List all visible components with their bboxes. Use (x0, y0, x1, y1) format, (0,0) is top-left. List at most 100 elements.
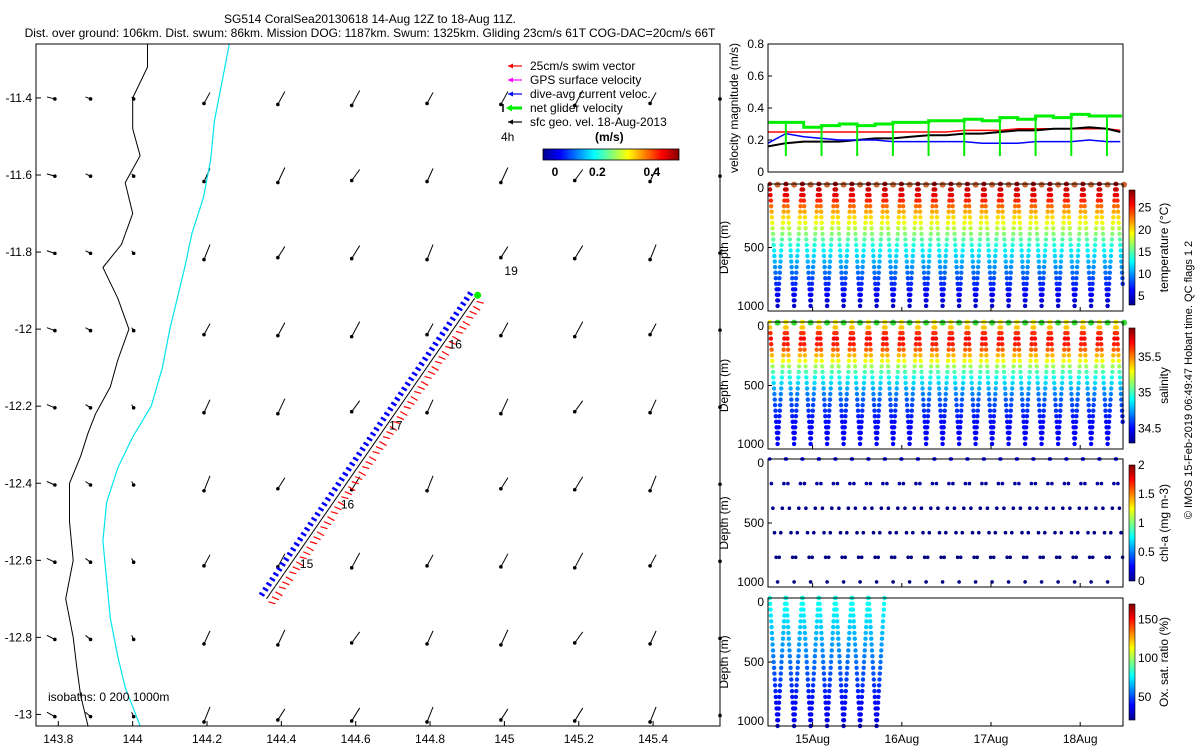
chla-dive-points (768, 457, 1125, 584)
chla-sample (777, 555, 781, 560)
temperature-sample (1066, 204, 1071, 209)
salinity-sample (837, 375, 842, 380)
oxygen-sample (847, 630, 852, 636)
salinity-sample (966, 336, 972, 341)
temperature-sample (1118, 242, 1123, 248)
temperature-sample (1025, 264, 1030, 270)
temperature-sample (1111, 204, 1117, 209)
salinity-sample (921, 402, 926, 408)
salinity-sample (953, 380, 958, 386)
oxygen-sample (784, 601, 789, 606)
salinity-sample (770, 364, 775, 369)
salinity-sample (950, 347, 956, 352)
temperature-sample (845, 248, 850, 253)
legend-swim-label: 25cm/s swim vector (530, 59, 635, 73)
geo-vector-head (53, 714, 57, 719)
temperature-sample (1004, 270, 1009, 275)
salinity-sample (1067, 364, 1072, 369)
temperature-sample (798, 209, 803, 214)
salinity-sample (1065, 336, 1071, 341)
oxygen-sample (856, 694, 861, 700)
salinity-sample (991, 414, 997, 419)
temperature-sample (868, 215, 874, 220)
map-legend: 25cm/s swim vector GPS surface velocity … (501, 59, 680, 179)
salinity-sample (867, 330, 872, 336)
temperature-sample (1011, 220, 1017, 225)
temperature-sample (1098, 187, 1103, 192)
geo-vector-head (202, 564, 206, 568)
temperature-sample (977, 248, 982, 253)
chla-colorbar-tick-label: 1.5 (1138, 487, 1155, 501)
temperature-sample (999, 192, 1004, 198)
salinity-sample (930, 342, 935, 347)
temperature-sample (768, 198, 774, 203)
temperature-sample (859, 287, 864, 292)
oxygen-sample (818, 624, 824, 630)
oxygen-sample (839, 694, 844, 700)
temperature-sample (1115, 198, 1120, 203)
temperature-sample (1103, 276, 1109, 281)
temperature-sample (875, 292, 880, 297)
salinity-sample (888, 402, 893, 408)
salinity-sample (887, 386, 892, 391)
dac-vector (463, 296, 470, 302)
salinity-sample (934, 353, 940, 358)
salinity-sample (876, 402, 882, 408)
velocity-y-tick-label: 0.6 (747, 69, 764, 83)
temperature-sample (1010, 242, 1015, 248)
geo-vector-head (425, 720, 429, 724)
chla-sample (804, 506, 808, 511)
temperature-sample (1008, 264, 1014, 270)
salinity-sample (1034, 358, 1039, 363)
temperature-sample (1029, 204, 1034, 209)
chla-sample (1018, 506, 1023, 511)
temperature-sample (1011, 231, 1016, 237)
salinity-sample (1117, 364, 1122, 369)
geo-vector (574, 631, 584, 644)
temperature-sample (1045, 215, 1050, 220)
temperature-sample (1048, 187, 1053, 192)
salinity-sample (967, 347, 972, 352)
oxygen-sample (793, 694, 799, 700)
temperature-sample (822, 264, 827, 270)
salinity-sample (1118, 386, 1123, 391)
temperature-sample (868, 209, 873, 214)
oxygen-sample (801, 613, 807, 618)
salinity-sample (1078, 347, 1083, 352)
temperature-sample (1018, 237, 1024, 242)
salinity-sample (1108, 397, 1113, 402)
temperature-sample (1045, 204, 1051, 209)
swim-vector (344, 491, 353, 496)
salinity-colorbar-tick-label: 34.5 (1138, 422, 1162, 436)
chla-sample (1079, 481, 1083, 486)
chla-sample (1021, 555, 1026, 560)
salinity-sample (1074, 408, 1080, 413)
temperature-sample (1072, 298, 1078, 303)
temperature-sample (893, 270, 898, 275)
salinity-sample (987, 402, 992, 408)
salinity-sample (874, 441, 879, 447)
salinity-sample (895, 369, 900, 375)
chla-sample (954, 530, 958, 535)
salinity-sample (1116, 353, 1121, 358)
temperature-sample (966, 198, 972, 203)
temperature-surface-sample (939, 181, 946, 188)
geo-vector-head (499, 565, 503, 569)
chla-sample (835, 481, 840, 486)
salinity-sample (1078, 342, 1084, 347)
temperature-sample (1110, 220, 1116, 225)
oxygen-sample (854, 671, 860, 676)
temperature-sample (963, 209, 968, 214)
temperature-sample (812, 237, 818, 242)
salinity-sample (943, 397, 948, 402)
geo-vector (649, 92, 657, 104)
salinity-sample (839, 414, 844, 419)
salinity-sample (834, 330, 839, 336)
temperature-sample (1001, 231, 1007, 237)
salinity-sample (1035, 380, 1040, 386)
salinity-sample (941, 430, 946, 435)
temperature-sample (842, 292, 847, 297)
salinity-sample (1081, 330, 1087, 336)
temperature-sample (808, 303, 813, 309)
temperature-sample (950, 209, 956, 214)
